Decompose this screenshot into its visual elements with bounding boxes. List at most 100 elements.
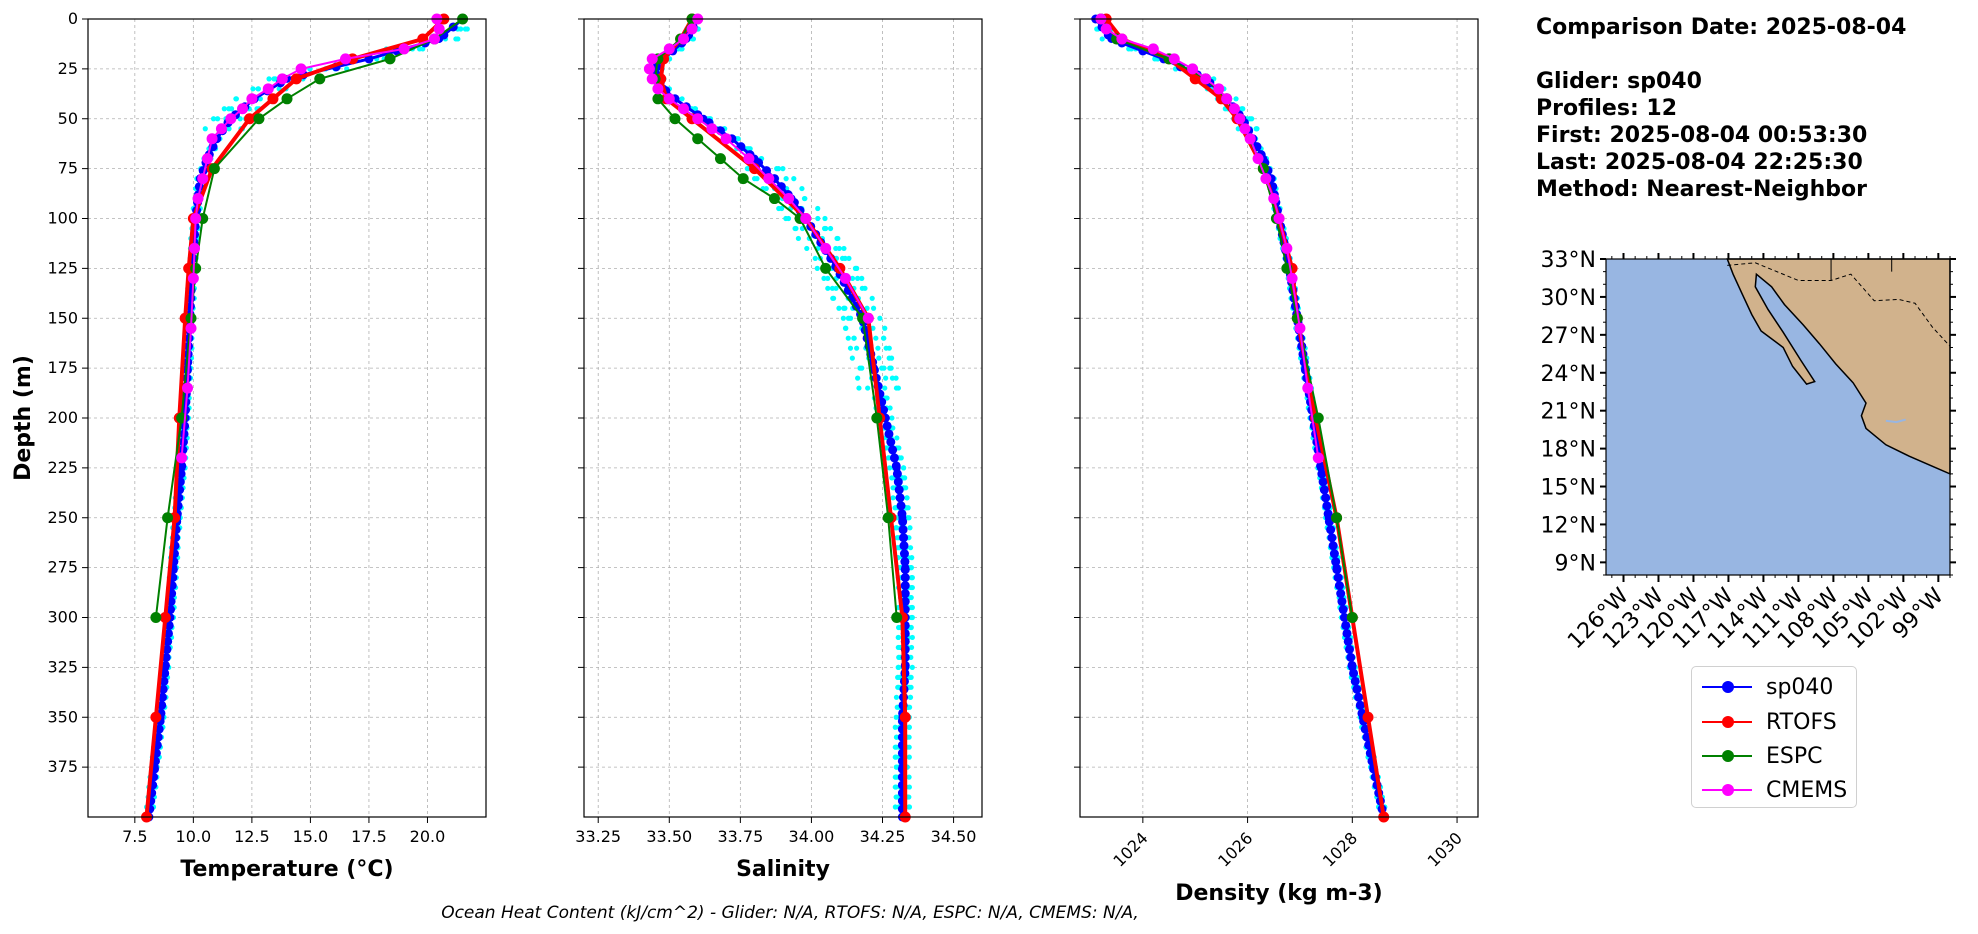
glider-profile-point xyxy=(1239,106,1245,112)
glider-profile-point xyxy=(804,245,810,252)
cmems-point xyxy=(1252,153,1264,165)
legend-label-cmems: CMEMS xyxy=(1766,777,1848,803)
espc-line xyxy=(654,18,898,618)
glider-profile-point xyxy=(889,415,895,421)
cmems-point xyxy=(643,63,655,75)
cmems-point xyxy=(398,43,410,55)
glider-profile-point xyxy=(854,265,860,271)
y-tick-label: 375 xyxy=(47,757,78,776)
glider-profile-point xyxy=(799,185,805,192)
cmems-point xyxy=(1239,123,1251,135)
cmems-point xyxy=(800,213,812,224)
x-tick-label: 20.0 xyxy=(410,827,446,846)
espc-point xyxy=(1346,612,1358,623)
cmems-point xyxy=(646,73,658,85)
rtofs-point xyxy=(899,711,911,723)
y-tick-label: 300 xyxy=(47,608,78,627)
glider-profile-point xyxy=(814,265,820,271)
sp040-point xyxy=(898,513,907,522)
glider-profile-point xyxy=(1152,56,1158,62)
map-border xyxy=(1727,262,1951,347)
legend-marker-espc xyxy=(1702,745,1752,767)
espc-point xyxy=(692,133,704,145)
ocean-heat-content-note: Ocean Heat Content (kJ/cm^2) - Glider: N… xyxy=(441,903,1139,923)
legend-item-glider: sp040 xyxy=(1702,671,1833,703)
cmems-point xyxy=(1260,173,1272,185)
cmems-point xyxy=(1221,93,1233,105)
espc-point xyxy=(162,512,174,524)
glider-profile-point xyxy=(763,185,769,192)
cmems-point xyxy=(1286,272,1298,284)
y-tick-label: 350 xyxy=(47,707,78,726)
glider-profile-point xyxy=(747,146,753,152)
glider-profile-point xyxy=(893,784,899,790)
glider-profile-point xyxy=(1233,96,1239,102)
cmems-line xyxy=(1100,18,1320,459)
glider-profile-point xyxy=(881,365,887,371)
espc-point xyxy=(737,173,749,185)
rtofs-point xyxy=(244,113,256,125)
glider-profile-point xyxy=(908,565,915,571)
rtofs-point xyxy=(290,73,302,85)
cmems-point xyxy=(1168,53,1180,65)
map-lake xyxy=(1885,418,1906,424)
cmems-point xyxy=(1244,133,1256,145)
first-time: First: 2025-08-04 00:53:30 xyxy=(1536,123,1868,148)
glider-profile-point xyxy=(825,275,831,281)
glider-profile-point xyxy=(214,116,221,122)
sp040-point xyxy=(177,463,186,472)
legend-item-espc: ESPC xyxy=(1702,740,1823,772)
glider-profile-point xyxy=(854,345,860,351)
cmems-point xyxy=(295,63,307,75)
glider-profile-point xyxy=(849,275,856,281)
cmems-point xyxy=(190,213,202,224)
cmems-point xyxy=(862,312,874,324)
x-tick-label: 33.75 xyxy=(717,827,763,846)
glider-profile-point xyxy=(893,375,899,381)
glider-profile-point xyxy=(857,365,863,371)
map-lat-label: 33°N xyxy=(1541,248,1596,273)
espc-point xyxy=(669,113,681,125)
cmems-point xyxy=(743,153,755,165)
y-tick-label: 175 xyxy=(47,358,78,377)
cmems-point xyxy=(1100,23,1112,35)
y-tick-label: 0 xyxy=(68,9,78,28)
espc-point xyxy=(150,612,162,623)
glider-profile-point xyxy=(889,375,896,381)
glider-profile-point xyxy=(908,644,915,651)
glider-profile-point xyxy=(895,664,901,670)
glider-profile-point xyxy=(906,794,912,800)
espc-point xyxy=(652,93,664,105)
glider-profile-point xyxy=(904,495,910,501)
map-lat-label: 24°N xyxy=(1541,362,1596,387)
legend-label-espc: ESPC xyxy=(1766,743,1823,769)
depth-ylabel: Depth (m) xyxy=(11,355,36,481)
map-lat-label: 15°N xyxy=(1541,476,1596,501)
y-tick-label: 25 xyxy=(58,59,78,78)
glider-profile-point xyxy=(906,754,912,760)
glider-profile-point xyxy=(907,545,914,551)
espc-point xyxy=(1291,312,1303,324)
glider-profile-point xyxy=(1253,126,1259,132)
glider-profile-point xyxy=(908,614,914,621)
temperature-xlabel: Temperature (°C) xyxy=(180,857,393,882)
glider-profile-point xyxy=(202,126,208,132)
cmems-point xyxy=(176,452,188,464)
glider-profile-point xyxy=(855,275,861,281)
glider-profile-point xyxy=(909,604,915,611)
glider-profile-point xyxy=(847,345,854,351)
glider-profile-point xyxy=(221,106,227,112)
glider-profile-point xyxy=(812,255,818,261)
x-tick-label: 33.50 xyxy=(646,827,692,846)
glider-profile-point xyxy=(909,664,915,670)
glider-profile-point xyxy=(906,804,913,810)
x-tick-label: 10.0 xyxy=(176,827,212,846)
cmems-point xyxy=(340,53,352,65)
glider-profile-point xyxy=(887,465,893,471)
glider-profile-point xyxy=(907,674,913,680)
glider-profile-point xyxy=(893,385,900,391)
cmems-point xyxy=(678,33,689,45)
cmems-point xyxy=(215,123,227,135)
cmems-point xyxy=(706,123,718,135)
glider-profile-point xyxy=(791,176,797,182)
